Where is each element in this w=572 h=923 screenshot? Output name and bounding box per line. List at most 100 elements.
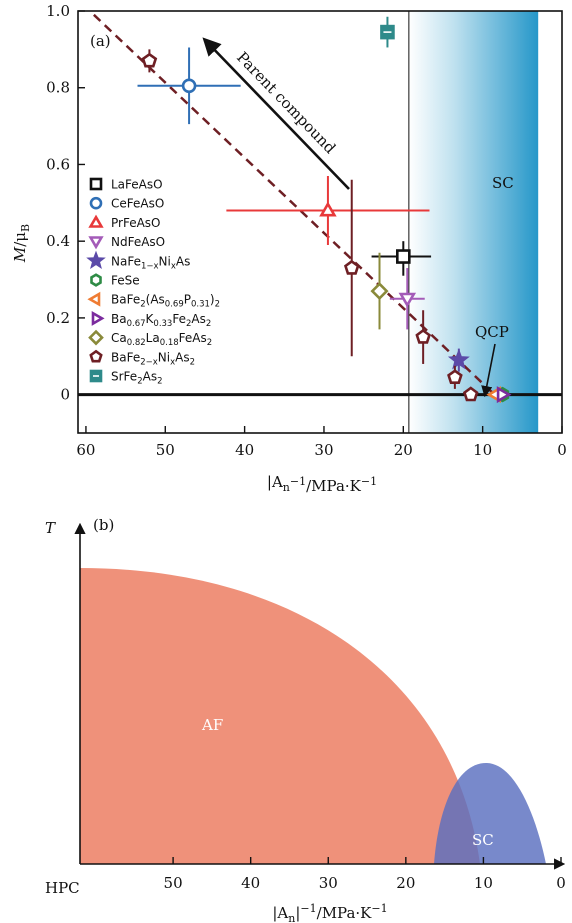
x-tick-label-b: 0: [556, 874, 566, 892]
x-tick-label-b: 20: [396, 874, 415, 892]
qcp-label: QCP: [475, 323, 509, 341]
legend-item: BaFe2(As0.69P0.31)2: [87, 291, 220, 310]
data-point: [89, 349, 103, 363]
legend-label: BaFe2(As0.69P0.31)2: [111, 293, 220, 310]
series-point: [141, 49, 158, 73]
panel-label-a: (a): [90, 32, 111, 50]
data-point: [89, 177, 103, 191]
trend-line: [93, 13, 496, 396]
series-point: [496, 386, 512, 404]
series-point: [447, 365, 463, 389]
legend-item: CeFeAsO: [89, 196, 164, 211]
x-tick-label: 50: [156, 441, 175, 459]
x-tick-label: 10: [473, 441, 492, 459]
y-axis-label-b: T: [45, 519, 56, 537]
legend-label: NdFeAsO: [111, 235, 165, 249]
series-point: [462, 386, 479, 402]
data-point: [86, 250, 106, 270]
series-point: [380, 16, 395, 48]
sc-region: [408, 11, 539, 433]
data-points: [137, 16, 512, 404]
qcp-arrow: [481, 343, 496, 398]
legend-label: FeSe: [111, 274, 140, 288]
y-axis-label-a: M/μB: [11, 224, 32, 263]
data-point: [90, 273, 102, 287]
data-point: [447, 348, 470, 370]
data-point: [370, 282, 389, 301]
legend-item: Ba0.67K0.33Fe2As2: [91, 310, 211, 329]
data-point: [398, 292, 417, 308]
legend-item: LaFeAsO: [89, 177, 163, 192]
legend-item: BaFe2−xNixAs2: [89, 349, 195, 367]
y-tick-label: 1.0: [46, 2, 70, 20]
data-point: [343, 259, 360, 275]
legend-item: SrFe2As2: [89, 370, 163, 387]
af-region-label: AF: [201, 716, 223, 734]
sc-dome-label: SC: [472, 831, 494, 849]
series-point: [371, 241, 432, 276]
x-axis-ticks-b: 50 40 30 20 10 0: [164, 857, 566, 892]
x-tick-label: 30: [314, 441, 333, 459]
series-point: [137, 47, 241, 125]
legend-item: FeSe: [90, 273, 140, 288]
y-tick-label: 0.6: [46, 155, 70, 173]
data-point: [447, 369, 463, 385]
panel-b-chart: 50 40 30 20 10 0 (b) T AF SC HPC |An|−1/MPa·K…: [45, 516, 566, 923]
data-point: [89, 196, 103, 210]
legend-label: PrFeAsO: [111, 216, 161, 230]
series-point: [389, 268, 425, 330]
panel-label-b: (b): [93, 516, 114, 534]
parent-compound-label: Parent compound: [233, 48, 339, 157]
hpc-label: HPC: [45, 879, 80, 897]
x-tick-label-b: 10: [474, 874, 493, 892]
parent-compound-arrow: [202, 37, 350, 190]
legend-label: Ca0.82La0.18FeAs2: [111, 331, 212, 348]
x-axis-label-b: |An|−1/MPa·K−1: [272, 902, 387, 923]
legend-item: Ca0.82La0.18FeAs2: [88, 329, 212, 348]
x-tick-label-b: 50: [164, 874, 183, 892]
data-point: [181, 78, 197, 94]
legend-label: LaFeAsO: [111, 178, 163, 192]
data-point: [462, 386, 479, 402]
legend-label: BaFe2−xNixAs2: [111, 350, 195, 367]
series-point: [343, 179, 360, 357]
data-point: [496, 386, 512, 404]
series-point: [415, 310, 431, 364]
data-point: [319, 201, 337, 217]
plot-frame: [77, 10, 563, 434]
y-tick-label: 0.2: [46, 309, 70, 327]
y-tick-label: 0.4: [46, 232, 70, 250]
y-tick-label: 0: [60, 386, 70, 404]
legend-item: NdFeAsO: [88, 235, 165, 250]
series-point: [226, 175, 430, 246]
x-tick-label: 20: [394, 441, 413, 459]
x-tick-label: 60: [76, 441, 95, 459]
series-point: [370, 252, 389, 330]
x-tick-label: 40: [235, 441, 254, 459]
data-point: [88, 236, 104, 250]
data-point: [141, 52, 158, 68]
x-axis-label-a: |An−1/MPa·K−1: [267, 473, 377, 495]
series-point: [447, 348, 470, 372]
legend-label: SrFe2As2: [111, 370, 163, 387]
legend: LaFeAsO CeFeAsO PrFeAsO NdFeAsO NaFe1−xNixAs…: [86, 177, 220, 387]
x-tick-label-b: 40: [241, 874, 260, 892]
data-point: [87, 291, 101, 307]
af-region: [80, 568, 480, 864]
legend-item: NaFe1−xNixAs: [86, 250, 190, 271]
sc-region-label: SC: [492, 174, 514, 192]
data-point: [91, 310, 105, 326]
panel-a-chart: 60 50 40 30 20 10 0 0 0.2 0.4 0.6 0.8 1.0 (a) SC QC…: [11, 2, 567, 495]
legend-label: Ba0.67K0.33Fe2As2: [111, 312, 211, 329]
y-axis-ticks: 0 0.2 0.4 0.6 0.8 1.0: [46, 2, 85, 404]
x-tick-label-b: 30: [319, 874, 338, 892]
data-point: [88, 214, 104, 228]
x-axis-ticks: 60 50 40 30 20 10 0: [76, 426, 567, 459]
data-point: [415, 328, 431, 344]
legend-item: PrFeAsO: [88, 214, 161, 230]
data-point: [88, 329, 104, 346]
data-point: [396, 249, 411, 264]
y-tick-label: 0.8: [46, 79, 70, 97]
legend-label: CeFeAsO: [111, 197, 164, 211]
